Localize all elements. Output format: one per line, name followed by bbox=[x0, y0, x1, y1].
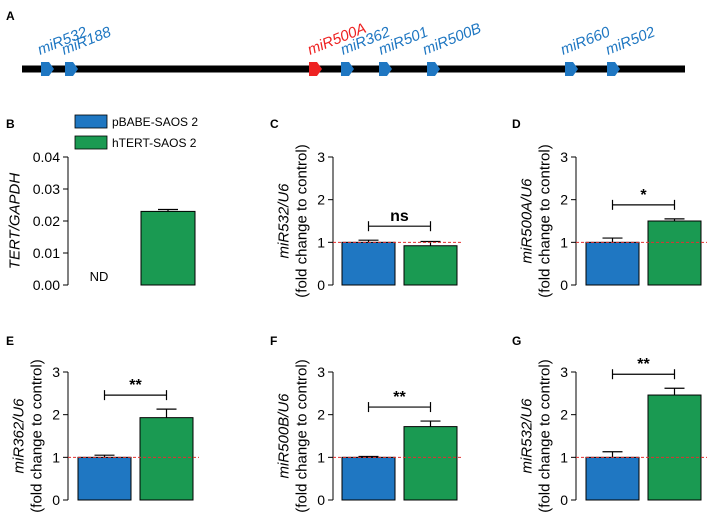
bar-b-treated bbox=[140, 210, 196, 286]
significance-label-e: ** bbox=[129, 377, 142, 394]
gene-marker-mir188 bbox=[65, 62, 78, 76]
gene-label-mir188: miR188 bbox=[59, 23, 114, 58]
y-axis-label-g: miR532/U6 bbox=[518, 398, 535, 474]
gene-marker-mir500a bbox=[309, 62, 322, 76]
y-tick-label-d-3: 3 bbox=[560, 149, 568, 165]
y-axis-label-f: miR500B/U6 bbox=[275, 393, 292, 479]
y-tick-label-d-0: 0 bbox=[560, 277, 568, 293]
y-tick-label-c-0: 0 bbox=[317, 277, 325, 293]
y-tick-label-e-3: 3 bbox=[52, 364, 60, 380]
y-axis-sublabel-f: (fold change to control) bbox=[293, 359, 310, 512]
y-tick-label-f-0: 0 bbox=[317, 492, 325, 508]
panel-letter-b: B bbox=[6, 117, 15, 131]
y-tick-label-b-1: 0.01 bbox=[33, 245, 60, 261]
panel-letter-f: F bbox=[270, 334, 277, 348]
bar-g-control bbox=[585, 456, 640, 501]
panel-letter-e: E bbox=[6, 334, 14, 348]
bar-f-treated bbox=[403, 426, 458, 501]
bar-g-treated bbox=[647, 394, 702, 501]
y-tick-label-g-3: 3 bbox=[560, 364, 568, 380]
gene-label-mir660: miR660 bbox=[558, 23, 613, 58]
y-tick-label-c-3: 3 bbox=[317, 149, 325, 165]
y-tick-label-d-1: 1 bbox=[560, 234, 568, 250]
y-tick-label-d-2: 2 bbox=[560, 192, 568, 208]
y-tick-label-g-1: 1 bbox=[560, 449, 568, 465]
gene-marker-mir502 bbox=[607, 62, 620, 76]
y-tick-label-b-3: 0.03 bbox=[33, 181, 60, 197]
gene-marker-mir501 bbox=[379, 62, 392, 76]
legend-swatch-treated bbox=[74, 135, 108, 150]
y-tick-label-c-2: 2 bbox=[317, 192, 325, 208]
gene-marker-mir660 bbox=[565, 62, 578, 76]
bar-e-treated bbox=[139, 417, 194, 501]
bar-c-control bbox=[341, 241, 396, 286]
bar-d-treated bbox=[647, 220, 702, 286]
legend-label-treated: hTERT-SAOS 2 bbox=[112, 136, 197, 150]
legend-label-control: pBABE-SAOS 2 bbox=[112, 115, 198, 129]
y-axis-label-b: TERT/GAPDH bbox=[6, 173, 23, 270]
significance-label-c: ns bbox=[390, 208, 409, 225]
gene-label-mir502: miR502 bbox=[603, 23, 658, 58]
y-axis-sublabel-e: (fold change to control) bbox=[28, 359, 45, 512]
y-axis-sublabel-g: (fold change to control) bbox=[536, 359, 553, 512]
chart-panel-f: 0 1 2 3 miR500B/U6 (fold change to control) ** bbox=[275, 359, 463, 513]
bar-d-control bbox=[585, 241, 640, 286]
y-tick-label-c-1: 1 bbox=[317, 234, 325, 250]
chart-panel-e: 0 1 2 3 miR362/U6 (fold change to control) ** bbox=[10, 359, 199, 513]
y-tick-label-e-2: 2 bbox=[52, 407, 60, 423]
significance-label-g: ** bbox=[637, 356, 650, 373]
chart-panel-d: 0 1 2 3 miR500A/U6 (fold change to control) * bbox=[518, 144, 707, 298]
y-tick-label-b-4: 0.04 bbox=[33, 149, 60, 165]
gene-marker-mir532 bbox=[41, 62, 54, 76]
panel-letter-c: C bbox=[270, 117, 279, 131]
chart-panel-g: 0 1 2 3 miR532/U6 (fold change to control) ** bbox=[518, 356, 707, 513]
gene-marker-mir362 bbox=[341, 62, 354, 76]
gene-marker-mir500b bbox=[427, 62, 440, 76]
y-axis-label-e: miR362/U6 bbox=[10, 398, 27, 474]
panel-letter-g: G bbox=[512, 334, 521, 348]
y-tick-label-e-0: 0 bbox=[52, 492, 60, 508]
legend: pBABE-SAOS 2 hTERT-SAOS 2 bbox=[74, 114, 198, 150]
y-tick-label-g-0: 0 bbox=[560, 492, 568, 508]
y-axis-sublabel-d: (fold change to control) bbox=[536, 144, 553, 297]
y-tick-label-f-3: 3 bbox=[317, 364, 325, 380]
y-tick-label-e-1: 1 bbox=[52, 449, 60, 465]
y-axis-label-d: miR500A/U6 bbox=[518, 178, 535, 264]
bar-c-treated bbox=[403, 245, 458, 286]
y-tick-label-f-1: 1 bbox=[317, 449, 325, 465]
y-axis-label-c: miR532/U6 bbox=[275, 183, 292, 259]
bar-e-control bbox=[77, 456, 132, 501]
significance-label-d: * bbox=[640, 187, 647, 204]
y-tick-label-b-0: 0.00 bbox=[33, 277, 60, 293]
significance-label-f: ** bbox=[393, 389, 406, 406]
not-detected-label: ND bbox=[90, 269, 109, 284]
y-tick-label-g-2: 2 bbox=[560, 407, 568, 423]
legend-swatch-control bbox=[74, 114, 108, 129]
y-tick-label-b-2: 0.02 bbox=[33, 213, 60, 229]
panel-letter-a: A bbox=[6, 9, 15, 23]
panel-letter-d: D bbox=[512, 117, 521, 131]
y-axis-sublabel-c: (fold change to control) bbox=[293, 144, 310, 297]
chart-panel-c: 0 1 2 3 miR532/U6 (fold change to control) ns bbox=[275, 144, 463, 298]
gene-label-mir500b: miR500B bbox=[420, 20, 484, 59]
bar-f-control bbox=[341, 456, 396, 501]
y-tick-label-f-2: 2 bbox=[317, 407, 325, 423]
chart-panel-b: 0.00 0.01 0.02 0.03 0.04 TERT/GAPDH ND bbox=[6, 149, 196, 293]
